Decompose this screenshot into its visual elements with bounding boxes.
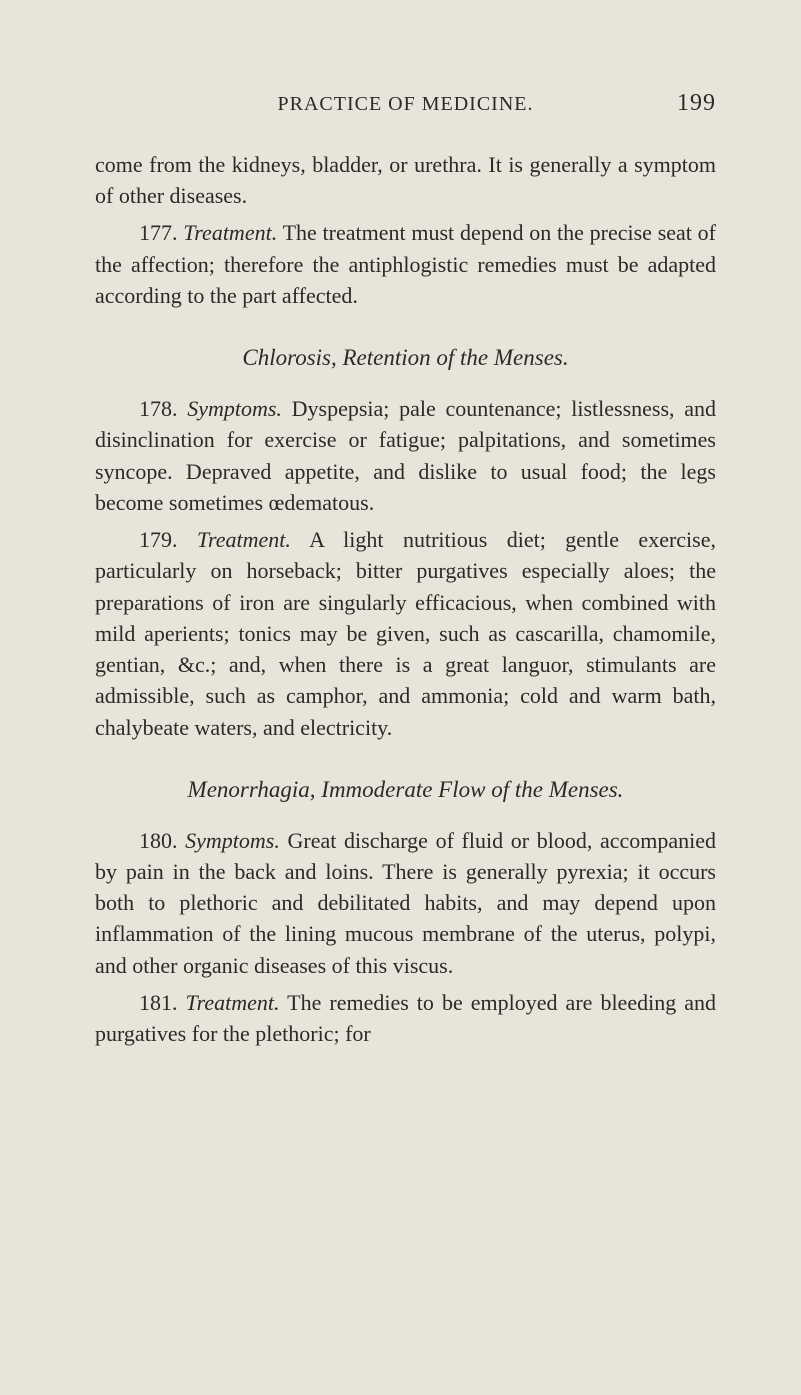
- section-label: Treatment.: [197, 527, 291, 552]
- running-head: PRACTICE OF MEDICINE. 199: [95, 90, 716, 117]
- section-label: Treatment.: [186, 990, 280, 1015]
- heading-chlorosis: Chlorosis, Retention of the Menses.: [95, 345, 716, 371]
- section-label: Treatment.: [183, 220, 277, 245]
- section-number: 180.: [139, 828, 178, 853]
- paragraph-178: 178. Symptoms. Dyspepsia; pale countenan…: [95, 393, 716, 518]
- section-number: 181.: [139, 990, 178, 1015]
- running-head-title: PRACTICE OF MEDICINE.: [155, 93, 656, 116]
- section-number: 177.: [139, 220, 178, 245]
- section-label: Symptoms.: [187, 396, 282, 421]
- page-number: 199: [656, 90, 716, 117]
- section-label: Symptoms.: [185, 828, 280, 853]
- section-number: 179.: [139, 527, 178, 552]
- paragraph-continuation: come from the kidneys, bladder, or ureth…: [95, 149, 716, 211]
- paragraph-177: 177. Treatment. The treatment must depen…: [95, 217, 716, 311]
- heading-menorrhagia: Menorrhagia, Immoderate Flow of the Mens…: [95, 777, 716, 803]
- paragraph-180: 180. Symptoms. Great discharge of fluid …: [95, 825, 716, 981]
- section-number: 178.: [139, 396, 178, 421]
- paragraph-181: 181. Treatment. The remedies to be emplo…: [95, 987, 716, 1049]
- paragraph-179: 179. Treatment. A light nutritious diet;…: [95, 524, 716, 743]
- section-body: A light nutritious diet; gentle exercise…: [95, 527, 716, 739]
- page: PRACTICE OF MEDICINE. 199 come from the …: [0, 0, 801, 1395]
